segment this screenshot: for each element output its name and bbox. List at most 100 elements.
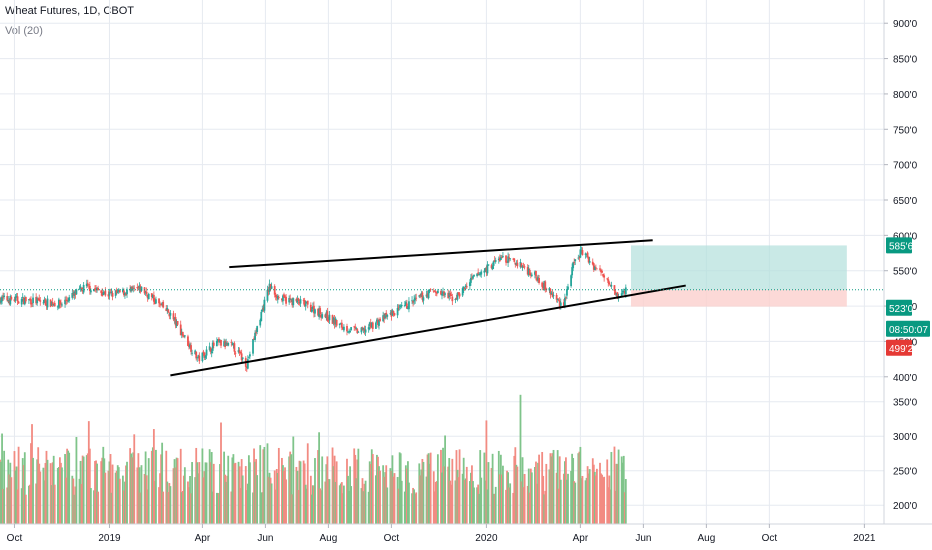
volume-bar xyxy=(253,448,255,524)
candle-body xyxy=(498,257,501,262)
candle-body xyxy=(378,319,380,326)
volume-bar xyxy=(68,452,71,524)
volume-bar xyxy=(249,462,251,524)
candle-body xyxy=(241,357,244,360)
volume-bar xyxy=(78,478,81,524)
candle-body xyxy=(507,256,509,263)
volume-bar xyxy=(233,463,236,524)
volume-bar xyxy=(43,480,46,524)
volume-bar xyxy=(103,458,106,524)
volume-bar xyxy=(479,450,482,524)
volume-bar xyxy=(528,492,531,524)
volume-bar xyxy=(362,491,365,524)
candle-body xyxy=(491,266,494,270)
candle-body xyxy=(110,291,113,293)
volume-bar xyxy=(444,435,446,524)
volume-bar xyxy=(291,494,294,524)
volume-bar xyxy=(550,456,553,524)
candle-body xyxy=(182,336,185,338)
volume-bar xyxy=(408,482,410,524)
candle-body xyxy=(534,271,536,275)
candle-body xyxy=(254,332,256,340)
candle-body xyxy=(39,300,42,302)
time-tick-label: Apr xyxy=(573,533,589,544)
volume-bar xyxy=(270,483,273,524)
candle-body xyxy=(392,310,395,314)
volume-bar xyxy=(327,479,330,524)
volume-bar xyxy=(464,478,467,524)
volume-bar xyxy=(100,461,103,524)
candle-body xyxy=(28,299,30,301)
volume-bar xyxy=(454,480,457,524)
volume-bar xyxy=(606,459,609,524)
time-tick-label: Aug xyxy=(320,533,338,544)
candle-body xyxy=(154,301,156,304)
volume-bar xyxy=(246,483,249,524)
candle-body xyxy=(309,304,312,312)
volume-bar xyxy=(117,467,120,524)
candle-body xyxy=(180,332,183,335)
volume-bar xyxy=(190,493,192,524)
candle-body xyxy=(0,300,2,303)
volume-bar xyxy=(260,492,263,524)
candle-body xyxy=(31,303,33,305)
volume-bar xyxy=(169,486,172,524)
candle-body xyxy=(209,347,212,352)
volume-bar xyxy=(486,489,489,524)
stop-price-tag-bg xyxy=(886,339,912,356)
candle-body xyxy=(497,258,500,261)
candle-body xyxy=(74,292,77,295)
volume-bar xyxy=(499,454,502,524)
volume-bar xyxy=(189,475,191,524)
volume-bar xyxy=(61,467,63,524)
volume-bar xyxy=(202,477,205,524)
volume-bar xyxy=(567,473,569,524)
candle-body xyxy=(299,299,302,304)
volume-bar xyxy=(512,492,515,524)
volume-bar xyxy=(328,479,331,524)
candle-body xyxy=(413,299,416,302)
volume-bar xyxy=(80,483,83,524)
volume-bar xyxy=(435,481,438,524)
volume-bar xyxy=(370,449,373,524)
volume-bar xyxy=(314,458,316,524)
volume-bar xyxy=(75,436,78,524)
candle-body xyxy=(169,312,172,316)
volume-bar xyxy=(237,461,240,524)
volume-bar xyxy=(130,453,133,524)
candle-body xyxy=(530,274,533,276)
candle-body xyxy=(162,301,165,308)
volume-bar xyxy=(356,459,359,524)
volume-bar xyxy=(384,472,387,524)
volume-bar xyxy=(2,488,4,524)
volume-bar xyxy=(277,447,280,524)
candle-body xyxy=(188,344,190,348)
volume-bar xyxy=(35,483,38,524)
current-price-tag: 523'0 xyxy=(889,286,914,297)
volume-bar xyxy=(391,455,394,524)
candle-body xyxy=(194,350,197,355)
volume-bar xyxy=(175,457,178,524)
volume-bar xyxy=(93,490,95,524)
volume-bar xyxy=(101,457,104,524)
volume-bar xyxy=(389,468,392,524)
candle-body xyxy=(129,288,132,291)
volume-bar xyxy=(79,460,82,524)
volume-bar xyxy=(288,456,291,524)
candle-body xyxy=(621,290,624,293)
candle-body xyxy=(117,289,120,292)
volume-bar xyxy=(32,457,34,524)
candle-body xyxy=(420,293,423,297)
candle-body xyxy=(581,250,584,256)
candle-body xyxy=(317,309,319,316)
volume-bar xyxy=(231,457,234,524)
candle-body xyxy=(225,342,228,346)
candle-body xyxy=(385,312,388,316)
volume-bar xyxy=(50,485,53,524)
candle-body xyxy=(563,297,566,307)
volume-bar xyxy=(179,448,182,524)
candle-body xyxy=(284,296,286,298)
candle-body xyxy=(389,313,392,315)
volume-bar xyxy=(284,467,286,524)
